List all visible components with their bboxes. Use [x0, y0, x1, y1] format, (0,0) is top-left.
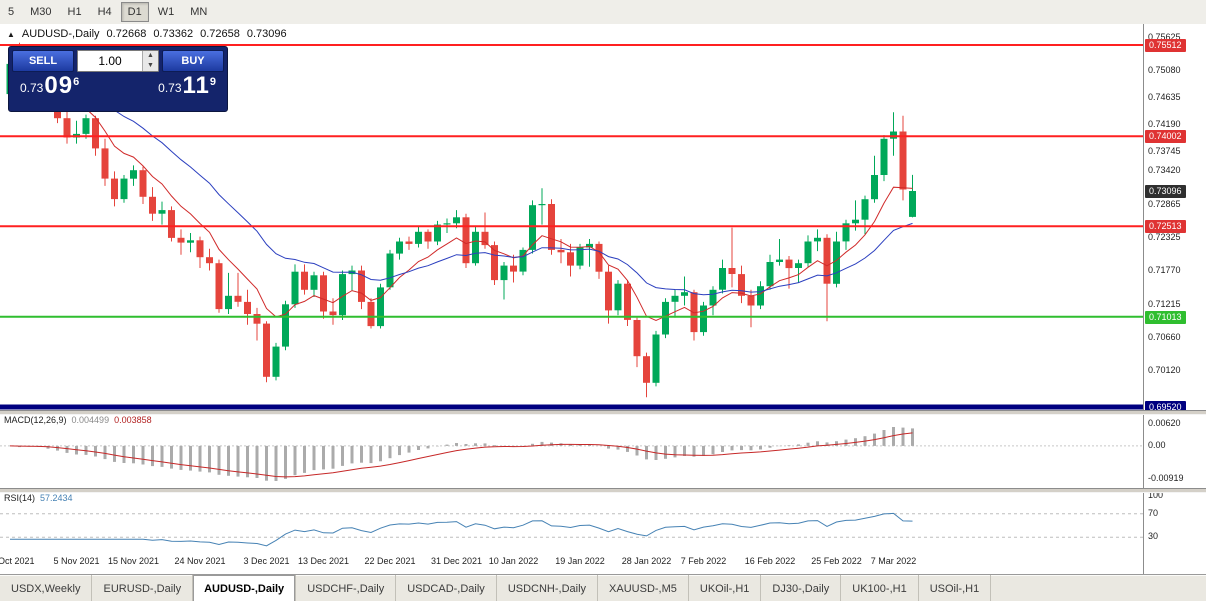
price-tick: 0.73420 [1148, 165, 1181, 176]
price-tick: 0.70660 [1148, 332, 1181, 343]
price-tick: 0.72325 [1148, 231, 1181, 242]
pane-separator[interactable] [0, 488, 1206, 493]
symbol-tab-usdchf-daily[interactable]: USDCHF-,Daily [296, 575, 397, 601]
date-label: 22 Dec 2021 [364, 556, 416, 566]
ohlc-low: 0.72658 [200, 28, 240, 40]
level-price-box: 0.74002 [1145, 130, 1186, 144]
price-axis[interactable]: 0.75625 0.75080 0.74635 0.74190 0.73745 0.734… [1143, 24, 1206, 574]
macd-value: 0.004499 [71, 415, 110, 425]
ohlc-open: 0.72668 [106, 28, 147, 40]
symbol-tab-uk100-h1[interactable]: UK100-,H1 [841, 575, 919, 601]
rsi-name: RSI(14) [4, 493, 36, 503]
symbol-tab-usdcnh-daily[interactable]: USDCNH-,Daily [497, 575, 599, 601]
volume-input[interactable] [78, 51, 142, 71]
level-price-box: 0.72513 [1145, 220, 1186, 234]
date-label: 3 Dec 2021 [243, 556, 290, 566]
bid-price-big: 09 [44, 72, 74, 99]
date-label: 31 Dec 2021 [430, 556, 483, 566]
price-tick: 0.74190 [1148, 118, 1181, 129]
macd-indicator-pane[interactable] [0, 413, 1143, 488]
date-label: 19 Jan 2022 [555, 556, 605, 566]
volume-down-button[interactable]: ▼ [143, 61, 158, 71]
date-label: 13 Dec 2021 [297, 556, 350, 566]
bid-price-sup: 6 [73, 76, 80, 88]
date-label: 7 Mar 2022 [870, 556, 917, 566]
buy-button[interactable]: BUY [162, 50, 224, 72]
one-click-toggle-icon[interactable]: ▲ [7, 30, 15, 39]
timeframe-button-5[interactable]: 5 [8, 6, 15, 18]
rsi-value: 57.2434 [40, 493, 73, 503]
date-label: 5 Nov 2021 [53, 556, 100, 566]
symbol-tab-audusd-daily[interactable]: AUDUSD-,Daily [193, 575, 297, 601]
level-price-box: 0.71013 [1145, 310, 1186, 324]
chart-symbol-label: AUDUSD-,Daily [21, 28, 100, 40]
rsi-tick: 100 [1148, 490, 1164, 500]
date-label: 24 Nov 2021 [174, 556, 226, 566]
timeframe-toolbar: 5 M30 H1 H4 D1 W1 MN [0, 0, 1206, 25]
ask-price-prefix: 0.73 [158, 81, 182, 95]
macd-signal-value: 0.003858 [114, 415, 152, 425]
ask-price: 0.73 11 9 [158, 74, 216, 98]
timeframe-button-h4[interactable]: H4 [97, 6, 112, 18]
symbol-tab-ukoil-h1[interactable]: UKOil-,H1 [689, 575, 762, 601]
macd-tick: 0.00 [1148, 439, 1166, 450]
timeframe-button-mn[interactable]: MN [190, 6, 208, 18]
symbol-tab-bar: USDX,Weekly EURUSD-,Daily AUDUSD-,Daily USD… [0, 574, 1206, 601]
symbol-tab-eurusd-daily[interactable]: EURUSD-,Daily [92, 575, 194, 601]
symbol-tab-usdcad-daily[interactable]: USDCAD-,Daily [396, 575, 497, 601]
rsi-indicator-pane[interactable] [0, 491, 1143, 552]
price-tick: 0.75625 [1148, 32, 1181, 43]
date-label: 10 Jan 2022 [488, 556, 539, 566]
symbol-tab-usoil-h1[interactable]: USOil-,H1 [919, 575, 992, 601]
rsi-tick: 30 [1148, 531, 1159, 542]
chart-header: ▲ AUDUSD-,Daily 0.72668 0.73362 0.72658 … [7, 28, 287, 40]
ask-price-sup: 9 [209, 76, 216, 88]
sell-button[interactable]: SELL [12, 50, 74, 72]
macd-tick: 0.00620 [1148, 417, 1181, 428]
date-label: 27 Oct 2021 [0, 556, 35, 566]
timeframe-button-m30[interactable]: M30 [30, 6, 52, 18]
price-tick: 0.72865 [1148, 198, 1181, 209]
timeframe-button-h1[interactable]: H1 [67, 6, 82, 18]
timeframe-button-d1[interactable]: D1 [120, 2, 149, 22]
symbol-tab-usdx-weekly[interactable]: USDX,Weekly [0, 575, 93, 601]
ohlc-close: 0.73096 [246, 28, 287, 40]
symbol-tab-dj30-daily[interactable]: DJ30-,Daily [761, 575, 842, 601]
macd-label: MACD(12,26,9) 0.004499 0.003858 [4, 415, 152, 425]
price-tick: 0.73745 [1148, 145, 1181, 156]
date-label: 7 Feb 2022 [680, 556, 727, 566]
level-price-box: 0.75512 [1145, 39, 1186, 53]
timeframe-button-w1[interactable]: W1 [157, 6, 175, 18]
price-tick: 0.75080 [1148, 65, 1181, 76]
volume-stepper: ▲ ▼ [77, 50, 159, 72]
bid-price-prefix: 0.73 [20, 81, 44, 95]
price-tick: 0.71215 [1148, 298, 1181, 309]
rsi-tick: 70 [1148, 507, 1159, 518]
ohlc-high: 0.73362 [153, 28, 194, 40]
rsi-label: RSI(14) 57.2434 [4, 493, 73, 503]
date-label: 16 Feb 2022 [744, 556, 796, 566]
price-tick: 0.71770 [1148, 265, 1181, 276]
price-tick: 0.74635 [1148, 91, 1181, 102]
bid-price: 0.73 09 6 [20, 74, 79, 98]
ask-price-big: 11 [182, 72, 210, 99]
time-axis[interactable]: 27 Oct 2021 5 Nov 2021 15 Nov 2021 24 Nov 2… [0, 552, 1143, 572]
timeframe-buttons: 5 M30 H1 H4 D1 W1 MN [0, 2, 215, 22]
date-label: 15 Nov 2021 [107, 556, 160, 566]
date-label: 25 Feb 2022 [811, 556, 862, 566]
date-label: 28 Jan 2022 [621, 556, 672, 566]
macd-name: MACD(12,26,9) [4, 415, 67, 425]
price-tick: 0.70120 [1148, 364, 1181, 375]
current-price-box: 0.73096 [1145, 184, 1186, 198]
volume-up-button[interactable]: ▲ [143, 51, 158, 61]
symbol-tab-xauusd-m5[interactable]: XAUUSD-,M5 [598, 575, 689, 601]
pane-separator[interactable] [0, 410, 1206, 415]
macd-tick: -0.00919 [1148, 472, 1184, 483]
